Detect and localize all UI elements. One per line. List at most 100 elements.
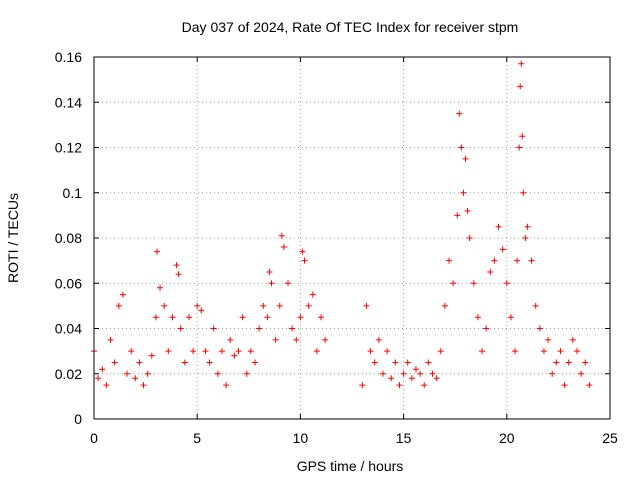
x-tick-label: 10 — [293, 430, 309, 446]
data-point — [433, 375, 440, 382]
x-tick-label: 15 — [396, 430, 412, 446]
data-point — [206, 359, 213, 366]
data-point — [169, 314, 176, 321]
x-tick-label: 0 — [90, 430, 98, 446]
data-point — [157, 284, 164, 291]
data-point — [519, 133, 526, 140]
data-point — [522, 235, 529, 241]
data-point — [363, 302, 370, 309]
data-point — [586, 382, 593, 389]
data-point — [119, 291, 126, 298]
data-point — [299, 248, 306, 255]
data-point — [260, 302, 267, 309]
data-point — [528, 257, 535, 264]
data-point — [103, 382, 110, 389]
data-point — [309, 291, 316, 298]
data-point — [194, 302, 201, 309]
data-point — [557, 348, 564, 355]
data-point — [231, 352, 238, 359]
y-tick-label: 0.16 — [55, 49, 82, 65]
data-point — [524, 223, 531, 230]
data-point — [210, 325, 217, 332]
data-point — [322, 336, 329, 343]
data-point — [474, 314, 481, 321]
y-tick-label: 0.1 — [63, 185, 83, 201]
data-point — [379, 370, 386, 377]
data-point — [517, 83, 524, 90]
data-point — [503, 280, 510, 287]
data-point — [177, 325, 184, 332]
data-point — [251, 359, 258, 366]
data-point — [417, 370, 424, 377]
x-tick-label: 5 — [193, 430, 201, 446]
data-point — [268, 280, 275, 287]
data-point — [421, 382, 428, 389]
data-point — [243, 370, 250, 377]
data-point — [400, 370, 407, 377]
data-point — [198, 307, 205, 314]
data-point — [425, 359, 432, 366]
data-point — [561, 382, 568, 389]
data-point — [582, 359, 589, 366]
data-point — [285, 280, 292, 287]
axis-ticks — [93, 56, 611, 420]
data-point — [218, 348, 225, 355]
data-point — [185, 314, 192, 321]
y-tick-labels: 0 0.02 0.04 0.06 0.08 0.1 0.12 0.14 0.16 — [55, 49, 82, 427]
data-point — [280, 244, 287, 251]
data-point — [132, 375, 139, 382]
data-point — [227, 336, 234, 343]
data-point — [483, 325, 490, 332]
data-point — [289, 325, 296, 332]
data-point — [507, 314, 514, 321]
data-point — [111, 359, 118, 366]
data-point — [99, 366, 106, 373]
data-point — [190, 348, 197, 355]
data-point — [479, 348, 486, 355]
data-point — [293, 336, 300, 343]
data-point — [313, 348, 320, 355]
data-point — [518, 60, 525, 67]
data-point — [152, 314, 159, 321]
data-point — [396, 382, 403, 389]
data-point — [107, 336, 114, 343]
data-point — [388, 375, 395, 382]
data-point — [456, 110, 463, 117]
data-point — [278, 232, 285, 239]
data-point — [115, 302, 122, 309]
data-point — [491, 257, 498, 264]
data-point — [367, 348, 374, 355]
data-point — [429, 370, 436, 377]
data-point — [450, 280, 457, 287]
data-point — [458, 144, 465, 151]
data-point — [95, 375, 102, 382]
data-point — [516, 144, 523, 151]
data-point — [128, 348, 135, 355]
data-point — [578, 370, 585, 377]
data-point — [235, 348, 242, 355]
y-tick-label: 0.08 — [55, 230, 82, 246]
data-point — [549, 370, 556, 377]
data-point — [359, 382, 366, 389]
data-point — [276, 302, 283, 309]
data-point — [266, 268, 273, 275]
data-point — [165, 348, 172, 355]
data-point — [466, 235, 473, 241]
data-point — [532, 302, 539, 309]
y-tick-label: 0.04 — [55, 321, 82, 337]
data-point — [247, 348, 254, 355]
y-axis-label: ROTI / TECUs — [5, 193, 21, 283]
data-point — [256, 325, 263, 332]
data-point — [536, 325, 543, 332]
chart-title: Day 037 of 2024, Rate Of TEC Index for r… — [182, 19, 519, 35]
data-point — [499, 246, 506, 253]
x-tick-label: 20 — [499, 430, 515, 446]
data-point — [495, 223, 502, 230]
data-points — [91, 60, 593, 389]
data-point — [454, 212, 461, 219]
data-point — [124, 370, 131, 377]
data-point — [136, 359, 143, 366]
data-point — [487, 268, 494, 275]
data-point — [520, 189, 527, 196]
data-point — [305, 302, 312, 309]
